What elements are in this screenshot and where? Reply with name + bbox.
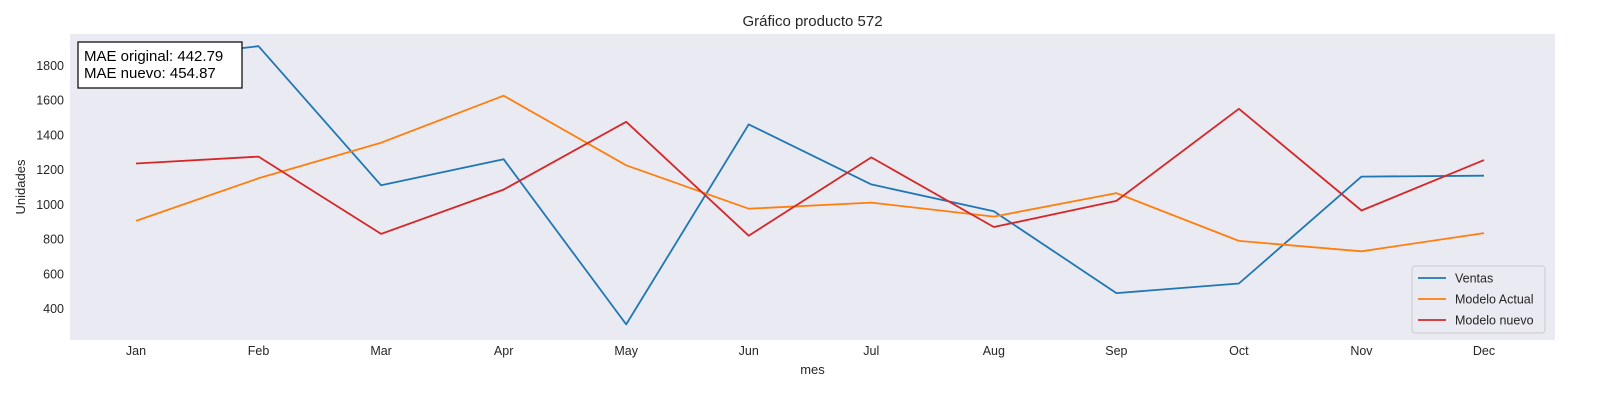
x-tick-label: Oct [1229, 344, 1249, 358]
x-tick-label: Jan [126, 344, 146, 358]
x-tick-label: Jun [739, 344, 759, 358]
axis-ticks: 400 600 800 1000 1200 1400 1600 1800 Jan Feb Mar Ap… [36, 59, 1495, 358]
mae-annotation: MAE original: 442.79 MAE nuevo: 454.87 [77, 41, 243, 89]
legend-label: Ventas [1455, 272, 1493, 286]
x-tick-label: Sep [1105, 344, 1127, 358]
series-lines [135, 45, 1485, 326]
chart-title: Gráfico producto 572 [742, 13, 882, 30]
y-tick-label: 1200 [36, 163, 64, 177]
legend-label: Modelo nuevo [1455, 314, 1534, 328]
series-line-modelo-actual [135, 94, 1485, 253]
y-tick-label: 1400 [36, 128, 64, 142]
y-tick-label: 1000 [36, 198, 64, 212]
series-line-ventas [135, 45, 1485, 326]
x-tick-label: Mar [370, 344, 392, 358]
x-tick-label: Apr [494, 344, 513, 358]
mae-nuevo-text: MAE nuevo: 454.87 [84, 65, 216, 82]
legend-frame [1411, 265, 1546, 334]
x-tick-label: Dec [1473, 344, 1495, 358]
x-tick-label: Nov [1350, 344, 1373, 358]
y-tick-label: 400 [43, 302, 64, 316]
x-tick-label: Aug [983, 344, 1005, 358]
x-tick-label: May [614, 344, 638, 358]
x-tick-label: Feb [248, 344, 270, 358]
y-tick-label: 1800 [36, 59, 64, 73]
plot-area [70, 34, 1555, 340]
y-tick-label: 600 [43, 267, 64, 281]
y-tick-label: 1600 [36, 94, 64, 108]
y-tick-label: 800 [43, 233, 64, 247]
mae-original-text: MAE original: 442.79 [84, 48, 223, 65]
y-axis-label: Unidades [13, 159, 28, 214]
x-axis-label: mes [800, 362, 825, 377]
legend: Ventas Modelo Actual Modelo nuevo [1411, 265, 1546, 334]
annotation-box [77, 41, 243, 89]
series-line-modelo-nuevo [135, 107, 1485, 237]
legend-label: Modelo Actual [1455, 293, 1534, 307]
x-tick-label: Jul [863, 344, 879, 358]
